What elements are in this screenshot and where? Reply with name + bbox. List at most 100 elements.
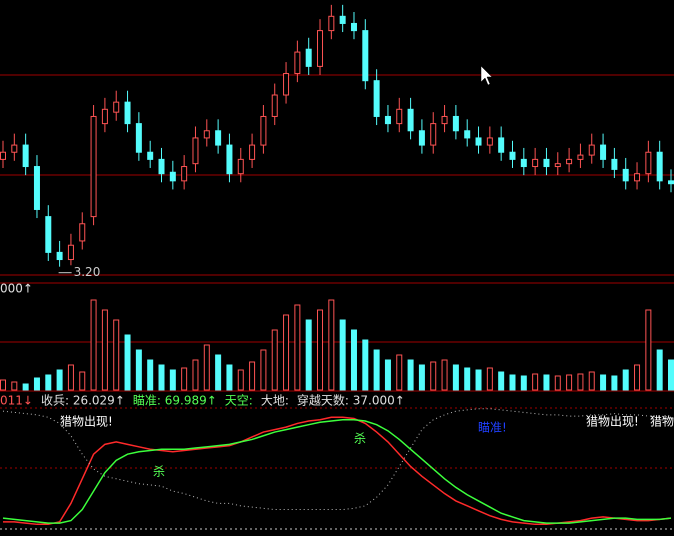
annotation: 猎物出现! <box>586 415 639 429</box>
volume-bar <box>622 369 629 391</box>
volume-bar <box>430 361 437 391</box>
candle-body <box>645 151 652 175</box>
volume-bar <box>56 369 63 391</box>
volume-bar <box>305 319 312 391</box>
candle-body <box>452 115 459 132</box>
volume-bar <box>101 309 108 391</box>
annotation: 猎物出现! <box>60 415 113 429</box>
volume-bar <box>600 374 607 391</box>
candle-body <box>362 30 369 82</box>
volume-bar <box>226 364 233 391</box>
candle-body <box>384 115 391 125</box>
volume-bar <box>588 371 595 391</box>
candle-body <box>124 101 131 125</box>
volume-bar <box>566 374 573 391</box>
candle-body <box>328 15 335 32</box>
candle-body <box>169 171 176 182</box>
volume-bar <box>441 359 448 391</box>
volume-bar <box>396 354 403 391</box>
volume-bar <box>418 364 425 391</box>
volume-bar <box>577 373 584 391</box>
candle-body <box>237 158 244 175</box>
annotation: 猎物 <box>650 415 674 429</box>
candle-body <box>464 130 471 139</box>
candle-body <box>668 180 674 185</box>
volume-bar <box>554 375 561 391</box>
volume-bar <box>45 374 52 391</box>
volume-bar <box>373 349 380 391</box>
candle-body <box>373 80 380 117</box>
volume-bar <box>611 375 618 391</box>
candle-body <box>350 22 357 32</box>
candle-body <box>396 108 403 125</box>
candle-body <box>577 154 584 160</box>
indicator-header: 011↓ 收兵: 26.029↑ 瞄准: 69.989↑ 天空: 大地: 穿越天数: 37… <box>0 393 405 408</box>
candle-body <box>634 173 641 182</box>
candle-body <box>554 163 561 168</box>
candle-body <box>532 158 539 168</box>
candle-body <box>45 216 52 253</box>
candle-body <box>226 144 233 175</box>
candle-body <box>0 151 6 160</box>
candle-body <box>441 115 448 125</box>
candle-body <box>147 151 154 160</box>
candle-body <box>283 73 290 96</box>
volume-bar <box>0 379 6 391</box>
volume-bar <box>79 371 86 391</box>
indicator-label: 大地: <box>261 394 289 408</box>
annotation: 瞄准! <box>478 421 507 435</box>
volume-bar <box>543 374 550 391</box>
volume-bar <box>328 299 335 391</box>
volume-bar <box>271 329 278 391</box>
candle-body <box>260 115 267 146</box>
candle-body <box>588 144 595 156</box>
candle-body <box>22 144 29 168</box>
volume-bar <box>147 359 154 391</box>
candle-body <box>203 130 210 139</box>
candle-body <box>67 244 74 261</box>
candle-body <box>305 48 312 67</box>
volume-bar <box>237 369 244 391</box>
candle-body <box>192 137 199 165</box>
cursor <box>480 65 493 86</box>
candle-body <box>498 137 505 153</box>
candle-body <box>486 137 493 146</box>
indicator-label: 瞄准: 69.989↑ <box>133 394 217 408</box>
low-label: 3.20 <box>74 265 101 279</box>
volume-bar <box>22 383 29 391</box>
indicator-label: 011↓ <box>0 394 33 408</box>
candle-body <box>656 151 663 182</box>
volume-bar <box>475 369 482 391</box>
volume-bar <box>350 329 357 391</box>
candle-body <box>56 251 63 261</box>
candle-body <box>249 144 256 160</box>
indicator-label: 天空: <box>225 394 253 408</box>
candle-body <box>520 158 527 168</box>
volume-bar <box>192 359 199 391</box>
volume-bar <box>67 364 74 391</box>
volume-bar <box>464 367 471 391</box>
candle-body <box>622 168 629 182</box>
volume-bar <box>668 359 674 391</box>
volume-bar <box>215 354 222 391</box>
volume-bar <box>124 334 131 391</box>
volume-bar <box>33 377 40 391</box>
candle-body <box>543 158 550 168</box>
candle-body <box>90 115 97 218</box>
candle-body <box>600 144 607 160</box>
volume-bar <box>317 309 324 391</box>
candle-body <box>181 166 188 182</box>
volume-bar <box>294 304 301 391</box>
candle-body <box>418 130 425 146</box>
volume-bar <box>509 374 516 391</box>
volume-bar <box>169 369 176 391</box>
volume-label: 000↑ <box>0 282 33 296</box>
candle-body <box>11 144 18 153</box>
candle-body <box>317 30 324 67</box>
volume-bar <box>634 364 641 391</box>
volume-bar <box>452 364 459 391</box>
volume-bar <box>362 339 369 391</box>
